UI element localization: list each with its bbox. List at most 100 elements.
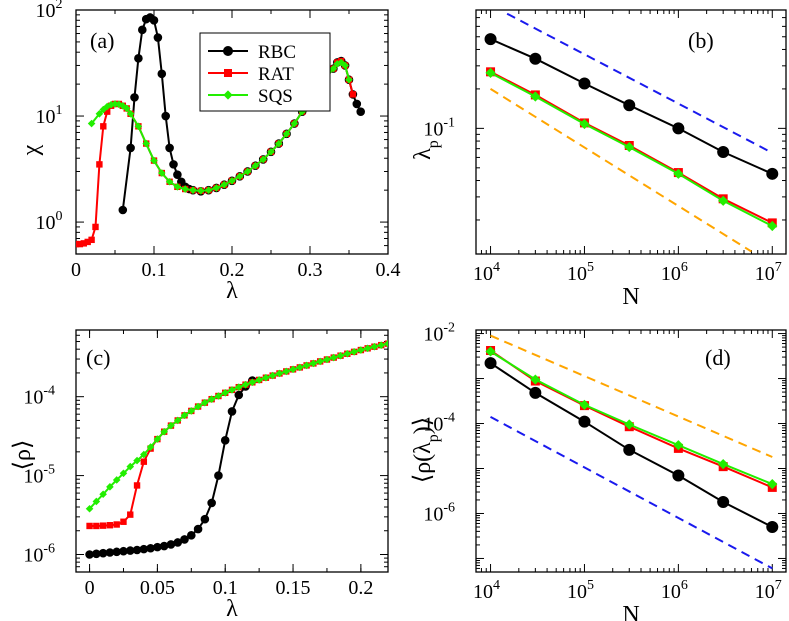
data-point (672, 469, 685, 482)
data-point (484, 33, 497, 46)
data-point (86, 522, 93, 530)
data-point (529, 386, 542, 399)
data-point (624, 141, 635, 153)
data-point (153, 33, 163, 42)
plot-area (484, 12, 779, 253)
data-point (766, 521, 779, 534)
data-point (180, 411, 189, 420)
data-point (149, 15, 159, 25)
data-point (118, 205, 128, 215)
data-point (623, 443, 636, 456)
x-tick-label: 0.4 (376, 259, 401, 281)
data-point (248, 378, 257, 387)
x-tick-label: 104 (473, 578, 500, 603)
data-point (76, 240, 84, 248)
data-point (259, 155, 267, 164)
data-point (85, 504, 94, 513)
data-point (673, 440, 684, 451)
data-point (119, 469, 128, 478)
series-line (490, 416, 773, 570)
y-tick-label: 100 (36, 209, 63, 234)
data-point (126, 462, 135, 471)
series-line (89, 342, 388, 527)
data-point (165, 143, 174, 153)
x-tick-label: 0.2 (220, 259, 245, 281)
series-sqs (485, 346, 778, 490)
y-axis-label: ⟨ρ⟩ (10, 440, 36, 471)
data-point (282, 130, 291, 138)
x-tick-label: 0 (85, 577, 95, 599)
data-point (363, 344, 372, 353)
series-line (490, 334, 773, 458)
x-tick-label: 0.1 (213, 577, 238, 599)
x-axis-label: λ (226, 278, 238, 304)
data-point (384, 339, 388, 348)
data-point (212, 184, 221, 192)
data-point (766, 167, 779, 180)
data-point (142, 139, 150, 148)
legend-item: RBC (208, 42, 296, 63)
x-tick-label: 107 (755, 578, 782, 603)
data-point (193, 524, 203, 534)
panel-label: (d) (705, 345, 731, 370)
data-point (296, 363, 304, 372)
data-point (92, 223, 99, 231)
data-point (95, 109, 104, 118)
data-point (96, 161, 103, 168)
data-point (370, 342, 379, 351)
x-tick-label: 104 (473, 260, 500, 285)
data-point (180, 535, 189, 544)
data-point (146, 443, 155, 451)
x-axis-label: λ (226, 596, 238, 621)
chart-panel-d: 104 105 106 107 10-6 10-4 10-2 N ⟨ρ(λp)⟩ (d) (410, 321, 787, 621)
data-point (302, 361, 311, 370)
data-point (200, 514, 210, 524)
chart-panel-b: 104 105 106 107 10-1 Nλp (b) (410, 9, 787, 310)
x-tick-label: 0.2 (348, 577, 373, 599)
legend-label: RAT (258, 64, 294, 85)
series-line (489, 350, 773, 486)
data-point (160, 427, 168, 436)
data-point (140, 450, 148, 459)
data-point (236, 172, 244, 181)
data-point (99, 522, 107, 529)
series-sqs (85, 339, 388, 513)
series-rat (86, 340, 388, 530)
data-point (485, 346, 496, 357)
data-point (134, 54, 143, 63)
series-guide-blue (490, 416, 773, 570)
data-point (718, 195, 729, 206)
data-point (275, 139, 283, 148)
series-line (489, 88, 752, 253)
data-point (201, 398, 209, 407)
data-point (181, 185, 189, 193)
data-point (578, 415, 591, 428)
series-rbc (484, 33, 779, 180)
y-tick-label: 10-4 (23, 384, 55, 409)
data-point (623, 99, 636, 112)
legend-label: RBC (258, 42, 296, 63)
y-tick-label: 10-1 (423, 115, 455, 140)
data-point (158, 169, 166, 177)
plot-area (85, 339, 388, 559)
data-point (134, 122, 143, 131)
data-point (356, 107, 366, 116)
x-axis-label: N (622, 602, 639, 621)
series-line (89, 379, 253, 556)
data-point (214, 471, 223, 480)
data-point (350, 348, 358, 356)
data-point (377, 341, 386, 349)
data-point (133, 456, 141, 465)
y-tick-label: 10-4 (423, 411, 455, 436)
x-tick-label: 107 (755, 260, 782, 285)
data-point (92, 497, 101, 506)
legend-marker (224, 69, 232, 77)
data-point (161, 111, 170, 121)
data-point (316, 357, 324, 366)
data-point (88, 236, 95, 244)
x-tick-label: 106 (661, 260, 688, 285)
data-point (329, 64, 338, 73)
y-tick-label: 102 (36, 0, 63, 22)
data-point (204, 186, 213, 194)
